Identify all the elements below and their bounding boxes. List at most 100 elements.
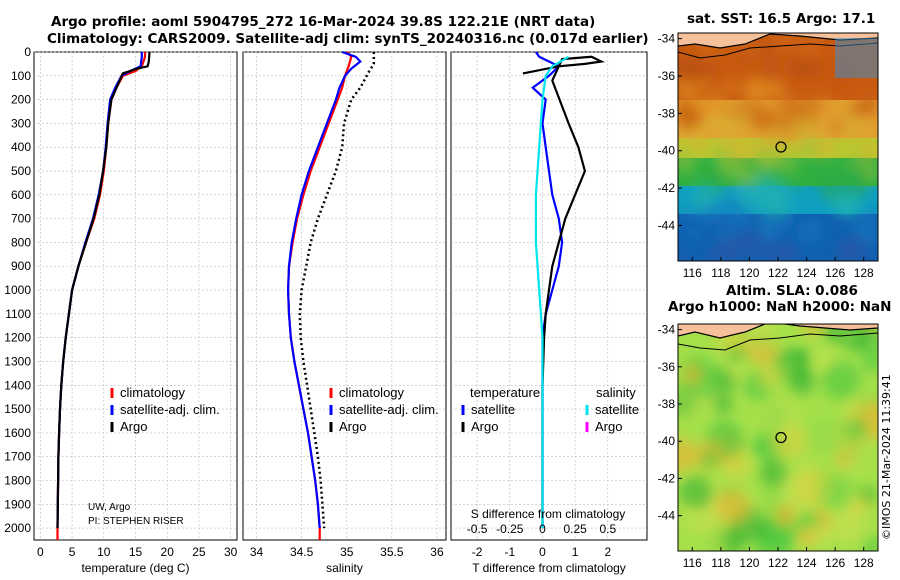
map-lon-label: 116 xyxy=(683,556,702,570)
series-line xyxy=(522,55,606,529)
x-tick-label: 0 xyxy=(539,545,546,559)
map-lat-label: -38 xyxy=(658,397,676,411)
depth-tick-label: 700 xyxy=(11,212,31,226)
series-line xyxy=(534,55,570,529)
title-line-2: Climatology: CARS2009. Satellite-adj cli… xyxy=(47,31,649,47)
sst-map xyxy=(678,33,878,261)
map-lon-label: 128 xyxy=(854,266,874,280)
plot-area xyxy=(242,51,447,541)
map-lat-label: -36 xyxy=(658,69,676,83)
legend-heading-temperature: temperature xyxy=(470,385,540,400)
x-tick-label: 35 xyxy=(340,545,354,559)
map-lon-label: 124 xyxy=(797,266,817,280)
sst-texture xyxy=(794,56,815,77)
x-tick-label: 5 xyxy=(69,545,76,559)
map-lon-label: 126 xyxy=(825,266,845,280)
x-tick-label: 15 xyxy=(129,545,143,559)
sla-texture xyxy=(704,531,727,551)
map-lon-label: 126 xyxy=(825,556,845,570)
title-line-1: Argo profile: aoml 5904795_272 16-Mar-20… xyxy=(51,14,596,30)
map-lon-label: 120 xyxy=(739,266,759,280)
map-lon-label: 128 xyxy=(854,556,874,570)
depth-tick-label: 1900 xyxy=(4,497,31,511)
map-lon-label: 118 xyxy=(711,556,730,570)
depth-tick-label: 100 xyxy=(11,69,31,83)
depth-tick-label: 1500 xyxy=(4,402,31,416)
depth-tick-label: 0 xyxy=(24,45,31,59)
sst-texture xyxy=(834,192,856,215)
sla-coastline xyxy=(678,324,878,339)
sst-texture xyxy=(723,79,738,95)
legend-label: satellite-adj. clim. xyxy=(339,402,439,417)
sst-texture xyxy=(778,88,803,113)
sst-texture xyxy=(681,59,703,81)
sst-texture xyxy=(686,227,700,241)
sst-texture xyxy=(701,203,723,226)
sst-texture xyxy=(766,193,792,219)
x-tick-label: 35.5 xyxy=(380,545,404,559)
depth-tick-label: 800 xyxy=(11,235,31,249)
map-lon-label: 120 xyxy=(739,556,759,570)
legend-heading-salinity: salinity xyxy=(596,385,636,400)
sst-texture xyxy=(856,90,878,114)
depth-tick-label: 300 xyxy=(11,116,31,130)
map-lon-label: 124 xyxy=(797,556,817,570)
sla-texture xyxy=(682,364,703,385)
map-bottom-title-2: Argo h1000: NaN h2000: NaN xyxy=(668,299,892,315)
map-lon-label: 118 xyxy=(711,266,730,280)
sst-texture xyxy=(780,153,799,172)
x-tick-label: 2 xyxy=(604,545,611,559)
sst-texture xyxy=(836,240,857,261)
sla-texture xyxy=(862,536,878,551)
sst-texture xyxy=(678,138,685,151)
map-lat-label: -36 xyxy=(658,360,676,374)
sst-texture xyxy=(834,166,848,180)
depth-tick-label: 1200 xyxy=(4,331,31,345)
sst-texture xyxy=(742,82,758,98)
sst-texture xyxy=(738,49,754,65)
depth-tick-label: 200 xyxy=(11,93,31,107)
sla-texture xyxy=(850,496,869,515)
legend-label: Argo xyxy=(471,419,498,434)
sst-texture xyxy=(764,126,780,141)
sst-texture xyxy=(704,91,727,114)
sst-texture xyxy=(863,207,878,223)
sst-texture xyxy=(788,176,803,191)
sla-texture xyxy=(844,452,864,472)
sla-texture xyxy=(797,528,816,547)
sla-land xyxy=(678,324,878,338)
map-lat-label: -40 xyxy=(658,144,676,158)
sst-texture xyxy=(679,205,694,220)
sst-texture xyxy=(754,145,779,171)
legend-label: satellite xyxy=(471,402,515,417)
sla-texture xyxy=(762,403,790,431)
sla-float-marker xyxy=(775,431,787,444)
depth-tick-label: 2000 xyxy=(4,521,31,535)
credit-line-2: PI: STEPHEN RISER xyxy=(88,516,184,527)
depth-tick-label: 1100 xyxy=(5,307,31,321)
sst-texture xyxy=(697,61,718,82)
sla-texture xyxy=(699,450,719,470)
x-tick-label: -1 xyxy=(504,545,515,559)
sla-texture xyxy=(678,437,697,473)
sla-map xyxy=(678,324,878,551)
legend-label: Argo xyxy=(120,419,147,434)
depth-tick-label: 1300 xyxy=(4,354,31,368)
sst-texture xyxy=(740,229,767,257)
sst-texture xyxy=(692,129,706,143)
salinity-diff-tick: 0 xyxy=(539,522,546,536)
sst-texture xyxy=(678,248,687,261)
sst-texture xyxy=(844,174,869,199)
sla-texture xyxy=(816,527,834,544)
difference-panel: -2 -1 0 1 2 T difference from climatology temp… xyxy=(450,51,648,575)
sst-texture xyxy=(762,60,780,78)
x-axis-label: T difference from climatology xyxy=(472,561,626,575)
sst-texture xyxy=(804,91,822,110)
sla-texture xyxy=(759,458,788,488)
sst-texture xyxy=(813,134,836,157)
x-tick-label: 10 xyxy=(97,545,111,559)
sst-texture xyxy=(730,209,751,230)
sla-map-axes: 116 118 120 122 124 126 128 -34 -36 -38 -40 -42 -44 xyxy=(658,323,874,570)
sla-texture xyxy=(789,368,816,396)
